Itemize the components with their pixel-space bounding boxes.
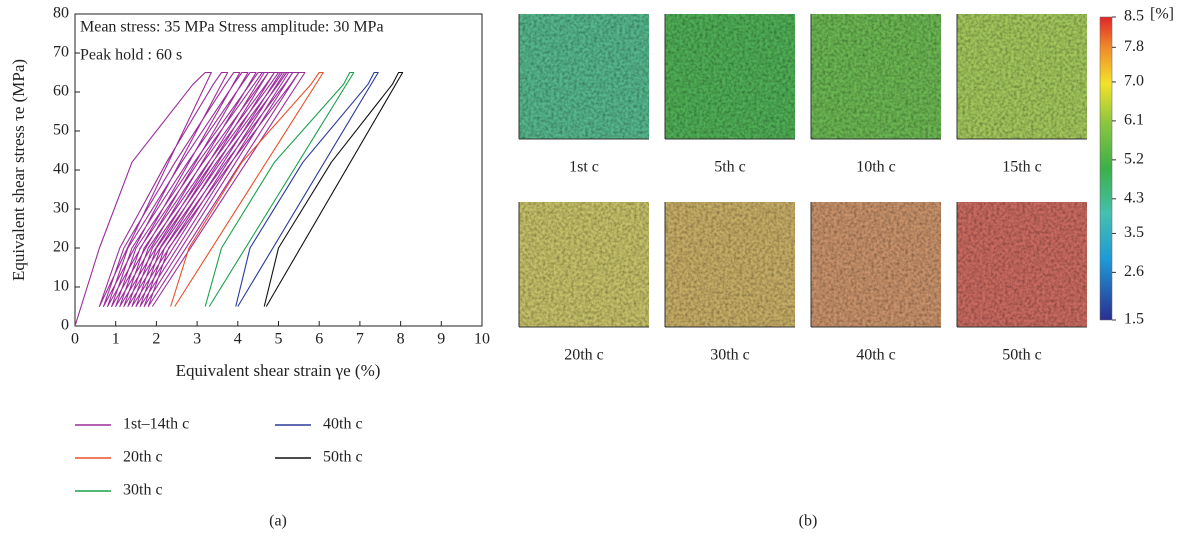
map-label: 20th c bbox=[564, 347, 604, 364]
strain-map bbox=[957, 14, 1087, 139]
colorbar-tick-label: 3.5 bbox=[1124, 224, 1144, 241]
y-tick-label: 20 bbox=[53, 239, 69, 256]
x-tick-label: 2 bbox=[152, 331, 160, 348]
strain-map bbox=[665, 14, 795, 139]
figure: Mean stress: 35 MPa Stress amplitude: 30… bbox=[0, 0, 1191, 544]
y-tick-label: 40 bbox=[53, 161, 69, 178]
legend-label: 50th c bbox=[323, 449, 363, 466]
strain-map bbox=[665, 202, 795, 327]
colorbar-tick-label: 6.1 bbox=[1124, 112, 1144, 129]
map-label: 40th c bbox=[856, 347, 896, 364]
colorbar-tick-label: 8.5 bbox=[1124, 8, 1144, 25]
map-label: 5th c bbox=[714, 159, 746, 176]
map-label: 15th c bbox=[1002, 159, 1042, 176]
colorbar-tick-label: 5.2 bbox=[1124, 151, 1144, 168]
y-tick-label: 70 bbox=[53, 44, 69, 61]
map-label: 30th c bbox=[710, 347, 750, 364]
x-tick-label: 0 bbox=[71, 331, 79, 348]
y-tick-label: 0 bbox=[61, 317, 69, 334]
y-tick-label: 10 bbox=[53, 278, 69, 295]
colorbar-tick-label: 1.5 bbox=[1124, 311, 1144, 328]
map-label: 10th c bbox=[856, 159, 896, 176]
colorbar bbox=[1100, 17, 1112, 320]
strain-map bbox=[519, 202, 649, 327]
x-tick-label: 6 bbox=[315, 331, 323, 348]
y-axis-title: Equivalent shear stress τe (MPa) bbox=[9, 59, 28, 281]
y-tick-label: 50 bbox=[53, 122, 69, 139]
x-tick-label: 8 bbox=[397, 331, 405, 348]
panel-label: (b) bbox=[799, 513, 818, 530]
legend-label: 1st–14th c bbox=[123, 416, 189, 433]
map-label: 1st c bbox=[569, 159, 599, 176]
series-line bbox=[264, 73, 402, 307]
x-axis-title: Equivalent shear strain γe (%) bbox=[176, 361, 381, 380]
annotation: Mean stress: 35 MPa Stress amplitude: 30… bbox=[80, 19, 384, 36]
annotation: Peak hold : 60 s bbox=[80, 47, 182, 64]
colorbar-tick-label: 2.6 bbox=[1124, 263, 1144, 280]
y-tick-label: 30 bbox=[53, 200, 69, 217]
colorbar-tick-label: 7.8 bbox=[1124, 38, 1144, 55]
y-tick-label: 60 bbox=[53, 83, 69, 100]
strain-map bbox=[519, 14, 649, 139]
strain-map bbox=[957, 202, 1087, 327]
strain-map bbox=[811, 202, 941, 327]
colorbar-unit: [%] bbox=[1150, 6, 1174, 23]
colorbar-tick-label: 7.0 bbox=[1124, 73, 1144, 90]
x-tick-label: 5 bbox=[275, 331, 283, 348]
y-tick-label: 80 bbox=[53, 5, 69, 22]
panel-label: (a) bbox=[269, 513, 287, 530]
x-tick-label: 7 bbox=[356, 331, 364, 348]
legend-label: 30th c bbox=[123, 482, 163, 499]
legend-label: 20th c bbox=[123, 449, 163, 466]
legend-label: 40th c bbox=[323, 416, 363, 433]
x-tick-label: 3 bbox=[193, 331, 201, 348]
x-tick-label: 1 bbox=[112, 331, 120, 348]
series-line bbox=[75, 73, 305, 327]
x-tick-label: 9 bbox=[437, 331, 445, 348]
x-tick-label: 4 bbox=[234, 331, 242, 348]
map-label: 50th c bbox=[1002, 347, 1042, 364]
colorbar-tick-label: 4.3 bbox=[1124, 189, 1144, 206]
x-tick-label: 10 bbox=[474, 331, 490, 348]
strain-map bbox=[811, 14, 941, 139]
